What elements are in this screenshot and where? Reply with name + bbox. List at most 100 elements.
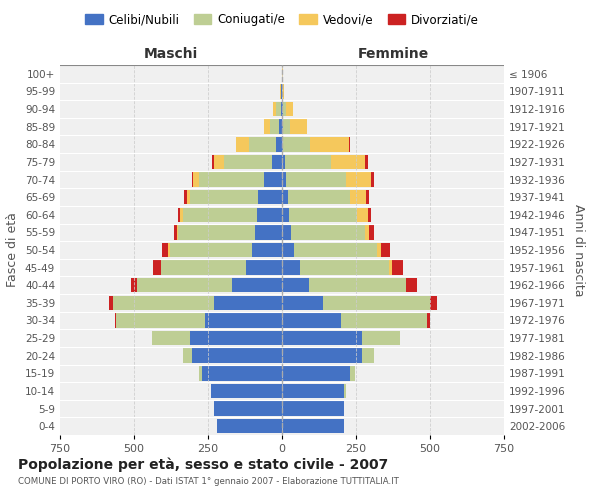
Bar — [211, 384, 282, 398]
Bar — [273, 102, 276, 117]
Bar — [358, 208, 368, 222]
Bar — [183, 348, 192, 363]
Bar — [370, 225, 374, 240]
Bar — [344, 384, 346, 398]
Bar — [152, 331, 190, 345]
Bar — [331, 154, 365, 169]
Bar — [282, 243, 294, 257]
Bar — [256, 225, 282, 240]
Bar — [192, 172, 193, 186]
Bar — [282, 366, 350, 380]
Bar — [170, 243, 253, 257]
Bar — [259, 190, 282, 204]
Bar — [283, 120, 290, 134]
Bar — [264, 172, 282, 186]
Bar — [341, 314, 427, 328]
Bar — [113, 296, 214, 310]
Bar — [365, 225, 370, 240]
Bar — [406, 278, 416, 292]
Bar — [190, 190, 259, 204]
Bar — [283, 137, 310, 152]
Bar — [282, 419, 344, 434]
Bar — [131, 278, 137, 292]
Bar — [214, 402, 282, 416]
Bar — [192, 348, 282, 363]
Bar — [367, 190, 370, 204]
Bar — [282, 154, 285, 169]
Bar — [224, 154, 272, 169]
Bar — [283, 84, 284, 98]
Bar — [294, 243, 377, 257]
Bar — [282, 172, 286, 186]
Bar — [392, 260, 403, 275]
Bar — [282, 190, 288, 204]
Bar — [310, 137, 349, 152]
Bar — [323, 296, 430, 310]
Bar — [193, 172, 199, 186]
Bar — [116, 314, 205, 328]
Bar — [282, 120, 283, 134]
Bar — [214, 296, 282, 310]
Bar — [362, 331, 400, 345]
Bar — [308, 278, 406, 292]
Bar — [184, 190, 187, 204]
Bar — [276, 102, 281, 117]
Y-axis label: Anni di nascita: Anni di nascita — [572, 204, 585, 296]
Bar — [350, 366, 355, 380]
Bar — [270, 120, 279, 134]
Bar — [371, 172, 374, 186]
Bar — [276, 137, 282, 152]
Bar — [430, 296, 437, 310]
Bar — [247, 260, 282, 275]
Bar — [286, 102, 293, 117]
Bar — [250, 137, 276, 152]
Bar — [377, 243, 381, 257]
Bar — [178, 208, 181, 222]
Bar — [232, 278, 282, 292]
Bar — [183, 208, 257, 222]
Bar — [282, 296, 323, 310]
Bar — [389, 260, 392, 275]
Text: Maschi: Maschi — [144, 48, 198, 62]
Bar — [181, 208, 183, 222]
Y-axis label: Fasce di età: Fasce di età — [7, 212, 19, 288]
Bar — [264, 120, 270, 134]
Bar — [174, 225, 177, 240]
Text: Popolazione per età, sesso e stato civile - 2007: Popolazione per età, sesso e stato civil… — [18, 458, 388, 472]
Bar — [365, 154, 368, 169]
Bar — [282, 225, 291, 240]
Text: Femmine: Femmine — [358, 48, 428, 62]
Bar — [350, 190, 367, 204]
Bar — [381, 243, 390, 257]
Bar — [282, 278, 308, 292]
Bar — [178, 225, 256, 240]
Bar — [282, 314, 341, 328]
Bar — [285, 154, 331, 169]
Bar — [161, 260, 247, 275]
Bar — [162, 243, 168, 257]
Bar — [282, 348, 362, 363]
Bar — [109, 296, 113, 310]
Bar — [289, 208, 358, 222]
Bar — [253, 243, 282, 257]
Bar — [362, 348, 374, 363]
Bar — [202, 366, 282, 380]
Bar — [257, 208, 282, 222]
Bar — [282, 260, 300, 275]
Bar — [214, 154, 224, 169]
Bar — [282, 402, 344, 416]
Bar — [272, 154, 282, 169]
Bar — [300, 260, 389, 275]
Bar — [115, 314, 116, 328]
Bar — [290, 120, 307, 134]
Bar — [368, 208, 371, 222]
Bar — [199, 172, 264, 186]
Bar — [190, 331, 282, 345]
Bar — [427, 314, 430, 328]
Bar — [177, 225, 178, 240]
Bar — [153, 260, 161, 275]
Legend: Celibi/Nubili, Coniugati/e, Vedovi/e, Divorziati/e: Celibi/Nubili, Coniugati/e, Vedovi/e, Di… — [80, 8, 484, 31]
Bar — [168, 243, 170, 257]
Bar — [346, 172, 371, 186]
Bar — [236, 137, 250, 152]
